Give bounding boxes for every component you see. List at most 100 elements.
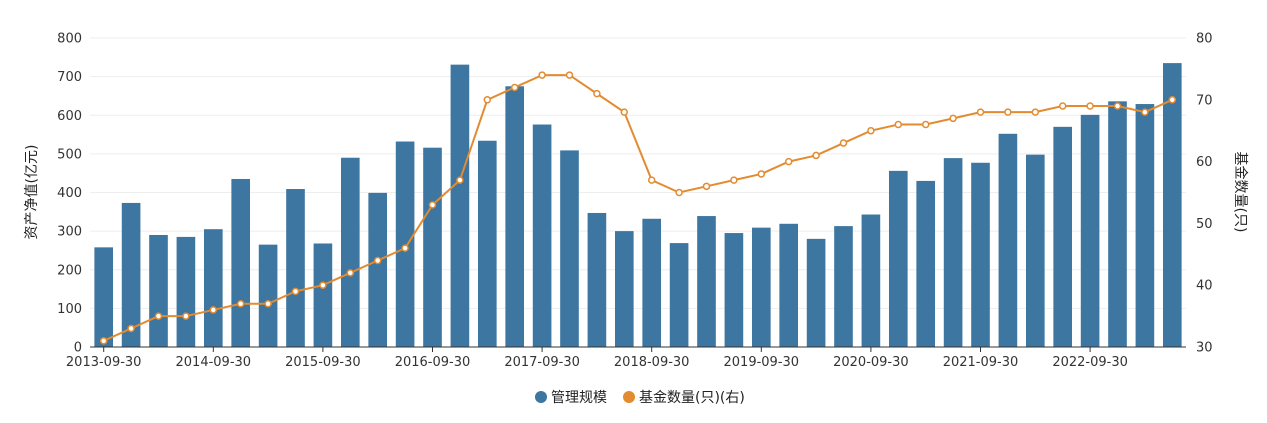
legend: 管理规模 基金数量(只)(右) [535,389,745,406]
y-left-tick-label: 800 [57,32,82,47]
bar [642,218,662,347]
bar [861,214,881,347]
x-tick-label: 2020-09-30 [833,355,909,370]
line-point [757,170,766,178]
bar [505,86,525,347]
line-point [1168,96,1177,104]
line-point [401,244,409,252]
bar [1080,114,1100,348]
line-point [456,176,464,184]
line-point [127,324,135,333]
bar [450,64,470,348]
x-tick-label: 2015-09-30 [285,355,361,370]
axes: 0 100 200 300 400 500 600 700 800 30 40 50 60 70 80 201… [57,32,1212,371]
bar [916,180,936,347]
x-tick-label: 2022-09-30 [1052,355,1128,370]
line-point [1004,108,1012,116]
line-point [839,139,848,147]
line-point [565,71,574,79]
y-left-tick-label: 500 [57,147,82,162]
y-right-axis-title: 基金数量(只) [1232,152,1249,233]
bar [560,150,579,347]
bar [697,216,716,347]
line-point [428,201,437,209]
bar [423,147,442,347]
line-point [1031,108,1040,116]
bar [587,212,607,347]
bar [368,192,388,347]
y-right-tick-label: 40 [1196,279,1213,294]
x-tick-label: 2019-09-30 [724,355,800,370]
line-point [1058,102,1067,110]
y-left-tick-label: 0 [74,341,82,356]
bar [258,244,278,347]
bar [669,243,689,347]
line-point [702,182,711,191]
bar [149,234,168,347]
legend-marker-bar [535,391,547,403]
y-left-axis-title: 资产净值(亿元) [24,145,40,240]
bar [1108,101,1127,347]
bar [779,223,799,347]
bar [1162,63,1182,347]
series-line [103,74,1173,342]
legend-label-line: 基金数量(只)(右) [639,389,745,406]
line-point [1141,108,1149,116]
line-point [373,256,382,265]
line-point [976,108,985,116]
bar [834,226,853,347]
line-point [1086,102,1094,110]
y-right-tick-label: 30 [1196,341,1213,356]
y-left-tick-label: 700 [57,70,82,85]
line-point [647,176,656,184]
line-point [593,89,601,98]
grid [90,37,1186,309]
bar [286,189,305,347]
bar [203,229,223,347]
bar [998,133,1018,347]
bar [395,141,415,347]
x-tick-label: 2017-09-30 [504,355,580,370]
bar [614,231,634,347]
bar [121,202,141,347]
line-point [730,176,738,184]
line-point [209,306,218,314]
bar [1135,104,1155,347]
x-tick-label: 2021-09-30 [943,355,1019,370]
line-point [291,287,300,296]
x-tick-label: 2013-09-30 [66,355,142,370]
bar [888,170,908,347]
line-point [867,126,875,135]
line-point [510,83,519,92]
bar [806,238,826,347]
line-point [154,312,163,320]
bar [1025,154,1045,347]
x-tick-label: 2018-09-30 [614,355,690,370]
line-point [921,120,930,129]
legend-marker-line [623,391,635,403]
y-left-tick-label: 200 [57,263,82,278]
line-point [483,96,492,104]
bar [176,236,196,347]
line-point [620,108,629,116]
y-left-tick-label: 300 [57,225,82,240]
bar [751,227,771,347]
bar [724,233,744,347]
bar [971,162,990,347]
line-point [1113,102,1122,110]
y-right-tick-label: 60 [1196,155,1213,170]
bar [340,157,360,347]
line-point [182,312,190,320]
line-point [894,120,903,129]
bar [532,124,552,348]
line-point [675,188,683,197]
bar [231,178,251,347]
line-point [319,281,327,289]
line-point [346,269,355,277]
line-point [784,157,793,166]
bar [1053,126,1073,348]
bar [943,158,963,347]
legend-label-bar: 管理规模 [551,390,607,406]
